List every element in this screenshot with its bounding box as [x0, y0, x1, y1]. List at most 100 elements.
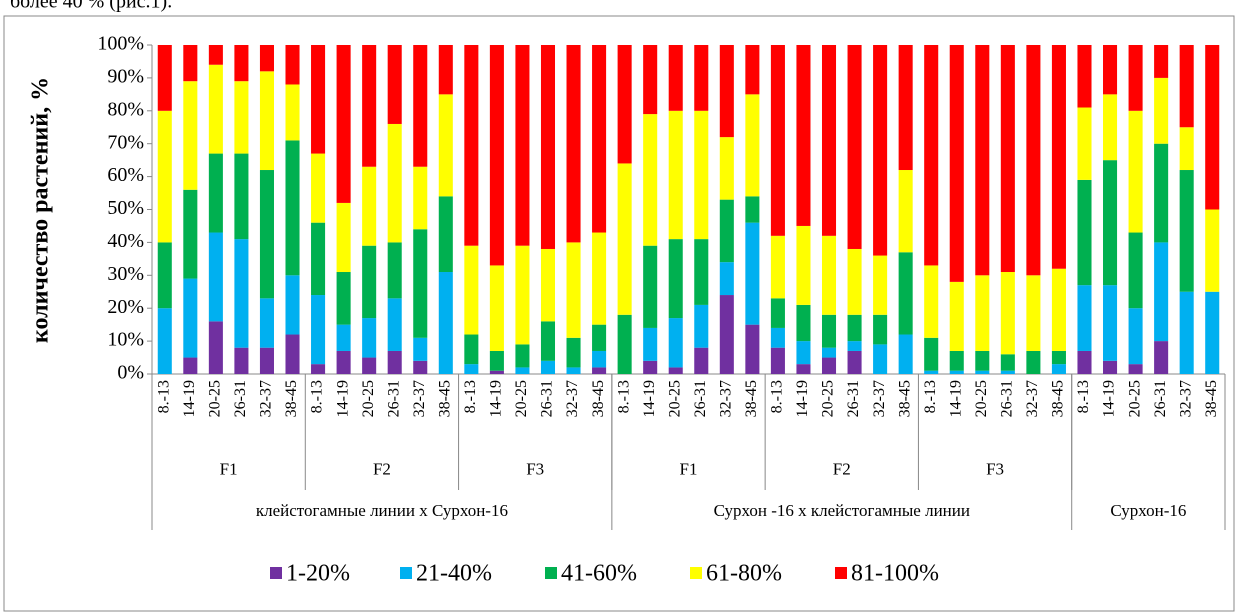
bar-segment [208, 64, 223, 154]
legend-swatch [835, 567, 847, 579]
bar-segment [208, 321, 223, 374]
bar-segment [234, 347, 249, 374]
bar-segment [311, 222, 326, 296]
x-tick-label: 38-45 [590, 380, 607, 417]
bar-segment [540, 360, 556, 374]
bar-segment [438, 45, 453, 95]
bar-segment [770, 298, 785, 328]
bar-segment [208, 232, 223, 322]
bar-segment [1179, 291, 1194, 374]
x-tick-label: 32-37 [1024, 380, 1041, 417]
x-tick-label: 20-25 [666, 380, 683, 417]
bar-segment [413, 166, 428, 230]
bar-segment [285, 84, 300, 141]
bar-segment [668, 45, 683, 111]
x-tick-label: 14-19 [641, 380, 658, 417]
x-tick-label: 8.-13 [615, 380, 632, 413]
bar-segment [1077, 45, 1092, 108]
y-tick-label: 20% [107, 296, 144, 318]
bar-segment [1077, 285, 1092, 351]
y-tick-label: 50% [107, 197, 144, 219]
bar-segment [259, 298, 274, 348]
subgroup-label: F3 [986, 459, 1004, 478]
bar-segment [1000, 272, 1015, 355]
bar-segment [592, 350, 607, 368]
y-axis-label: количество растений, % [28, 77, 54, 343]
bar-segment [1000, 45, 1015, 273]
bar-segment [336, 45, 351, 203]
subgroup-label: F2 [373, 459, 391, 478]
x-tick-label: 38-45 [896, 380, 913, 417]
bar-segment [821, 45, 837, 236]
bar-segment [1026, 275, 1041, 351]
bar-segment [898, 45, 913, 171]
bar-segment [336, 350, 351, 374]
bar-segment [1128, 308, 1143, 365]
chart-frame [3, 15, 1235, 612]
bar-segment [873, 255, 888, 315]
bar-segment [592, 367, 607, 374]
bar-segment [540, 45, 556, 249]
x-tick-label: 26-31 [692, 380, 709, 417]
bar-segment [745, 222, 760, 325]
bar-segment [694, 110, 709, 240]
bar-segment [898, 252, 913, 335]
bar-segment [234, 239, 249, 348]
bar-segment [183, 45, 198, 82]
bar-segment [362, 166, 377, 246]
bar-segment [515, 344, 530, 368]
bar-segment [157, 45, 172, 111]
bar-segment [694, 304, 709, 348]
bar-segment [873, 314, 888, 345]
x-tick-label: 20-25 [1126, 380, 1143, 417]
bar-segment [438, 94, 453, 197]
x-tick-label: 14-19 [488, 380, 505, 417]
subgroup-label: F1 [680, 459, 698, 478]
bar-segment [1179, 45, 1194, 128]
bar-segment [949, 370, 964, 374]
legend-swatch [400, 567, 412, 579]
bar-segment [464, 334, 479, 365]
bar-segment [898, 170, 913, 253]
x-tick-label: 14-19 [334, 380, 351, 417]
bar-segment [821, 235, 837, 315]
bar-segment [566, 337, 581, 368]
bar-segment [770, 45, 785, 236]
bar-segment [643, 360, 658, 374]
bar-segment [821, 314, 837, 348]
bar-segment [183, 189, 198, 279]
group-label: Сурхон-16 [1110, 501, 1186, 520]
x-tick-label: 8.-13 [1075, 380, 1092, 413]
x-tick-label: 8.-13 [922, 380, 939, 413]
bar-segment [157, 308, 172, 374]
bar-segment [745, 324, 760, 374]
bar-segment [285, 275, 300, 335]
bar-segment [898, 334, 913, 374]
bar-segment [515, 367, 530, 374]
bar-segment [259, 71, 274, 171]
x-tick-label: 38-45 [1050, 380, 1067, 417]
y-tick-label: 70% [107, 131, 144, 153]
bar-segment [1103, 360, 1118, 374]
y-tick-label: 60% [107, 164, 144, 186]
bar-segment [643, 327, 658, 361]
bar-segment [617, 45, 632, 164]
bar-segment [464, 245, 479, 335]
bar-segment [311, 45, 326, 154]
bar-segment [975, 370, 990, 374]
bar-segment [617, 314, 632, 374]
y-tick-label: 100% [97, 33, 144, 55]
bar-segment [413, 45, 428, 167]
bar-segment [208, 153, 223, 233]
bar-segment [1077, 107, 1092, 180]
bar-segment [924, 370, 939, 374]
bar-segment [668, 239, 683, 319]
bar-segment [540, 248, 556, 322]
bar-segment [183, 278, 198, 358]
bar-segment [387, 350, 402, 374]
bar-segment [873, 45, 888, 256]
legend-label: 41-60% [561, 561, 637, 587]
bar-segment [413, 337, 428, 361]
bar-segment [719, 262, 734, 296]
bar-segment [540, 321, 556, 361]
